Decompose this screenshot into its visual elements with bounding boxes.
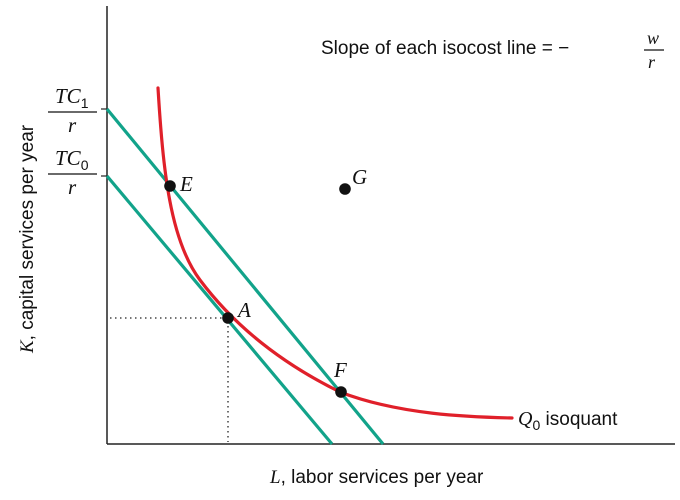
x-axis-rest: , labor services per year xyxy=(281,467,484,488)
point-a xyxy=(222,312,234,324)
tc0-numerator: TC xyxy=(55,146,82,170)
y-tick-label-tc1: TC1 r xyxy=(48,84,97,137)
isoquant-suffix: isoquant xyxy=(540,409,618,430)
point-label-f: F xyxy=(333,358,347,382)
point-e xyxy=(164,180,176,192)
tc0-denominator: r xyxy=(68,175,77,199)
slope-annotation-text: Slope of each isocost line = − xyxy=(321,38,569,59)
x-axis-var: L xyxy=(269,467,281,488)
point-label-e: E xyxy=(179,172,193,196)
svg-text:TC0: TC0 xyxy=(55,146,89,173)
tc1-numerator: TC xyxy=(55,84,82,108)
svg-text:TC1: TC1 xyxy=(55,84,89,111)
y-axis-var: K xyxy=(17,339,38,354)
isoquant-label: Q0 isoquant xyxy=(518,408,618,433)
tc1-subscript: 1 xyxy=(81,95,89,111)
isoquant-curve-q0 xyxy=(156,86,514,420)
isoquant-subscript: 0 xyxy=(532,417,540,433)
y-axis-label: K, capital services per year xyxy=(17,124,38,354)
tc0-subscript: 0 xyxy=(81,157,89,173)
slope-annotation: Slope of each isocost line = − w r xyxy=(321,28,664,72)
y-axis-rest: , capital services per year xyxy=(17,124,38,340)
point-g xyxy=(339,183,351,195)
y-tick-label-tc0: TC0 r xyxy=(48,146,97,199)
isoquant-name: Q xyxy=(518,408,533,430)
slope-fraction-denominator: r xyxy=(648,52,656,72)
x-axis-label: L, labor services per year xyxy=(269,467,484,488)
point-label-g: G xyxy=(352,165,367,189)
tc1-denominator: r xyxy=(68,113,77,137)
point-label-a: A xyxy=(236,298,251,322)
slope-fraction-numerator: w xyxy=(647,28,659,48)
point-f xyxy=(335,386,347,398)
isocost-line-tc0 xyxy=(105,174,334,446)
